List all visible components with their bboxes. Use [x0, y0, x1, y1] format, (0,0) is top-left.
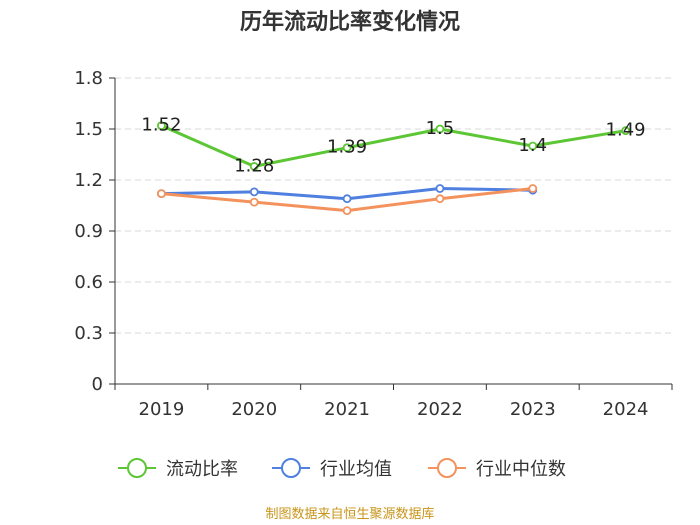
x-tick-label: 2019	[139, 399, 185, 420]
series-lines	[157, 121, 630, 216]
data-label: 1.28	[234, 155, 274, 176]
legend-label: 行业中位数	[476, 459, 566, 480]
legend-label: 行业均值	[320, 459, 392, 480]
data-point	[528, 184, 538, 193]
legend-label: 流动比率	[166, 459, 238, 480]
legend-item-2[interactable]: 行业均值	[272, 458, 392, 480]
data-label: 1.5	[426, 118, 455, 139]
y-tick-label: 1.2	[74, 170, 103, 191]
legend-marker	[281, 458, 301, 478]
data-point	[249, 161, 259, 171]
y-tick-label: 1.5	[74, 119, 103, 140]
data-labels: 1.52 1.28 1.39 1.5 1.4 1.49	[141, 115, 645, 177]
y-tick-label: 0	[92, 374, 103, 395]
data-label: 1.49	[606, 120, 646, 141]
x-tick-label: 2022	[417, 399, 463, 420]
legend-item-3[interactable]: 行业中位数	[428, 458, 566, 480]
data-point	[342, 194, 352, 204]
data-point	[249, 187, 259, 197]
source-note: 制图数据来自恒生聚源数据库	[265, 506, 434, 522]
data-label: 1.39	[327, 137, 367, 158]
data-point	[157, 121, 166, 130]
chart-title: 历年流动比率变化情况	[240, 9, 460, 35]
x-tick-label: 2024	[603, 399, 649, 420]
legend-item-1[interactable]: 流动比率	[118, 458, 238, 480]
data-point	[342, 143, 352, 153]
data-point	[435, 184, 445, 193]
x-tick-label: 2021	[324, 399, 370, 420]
series-line-1	[159, 124, 628, 168]
data-point	[435, 124, 445, 134]
x-tick-label: 2023	[510, 399, 556, 420]
legend-marker	[437, 458, 457, 478]
data-point	[435, 194, 445, 204]
legend[interactable]: 流动比率 行业均值 行业中位数	[118, 458, 566, 480]
y-tick-label: 0.9	[74, 221, 103, 242]
y-tick-label: 0.3	[74, 323, 103, 344]
data-point	[249, 197, 259, 207]
data-point	[157, 189, 166, 199]
data-label: 1.52	[141, 115, 181, 136]
data-point	[342, 206, 352, 216]
legend-marker	[127, 458, 147, 478]
grid-lines	[115, 77, 672, 334]
data-label: 1.4	[518, 135, 547, 156]
y-tick-label: 1.8	[74, 68, 103, 89]
x-tick-label: 2020	[231, 399, 277, 420]
data-point	[528, 141, 538, 151]
data-point	[621, 126, 630, 136]
y-tick-label: 0.6	[74, 272, 103, 293]
axes: 0 0.3 0.6 0.9 1.2 1.5 1.8 2019 2020 2021 2022 2023 2…	[74, 68, 673, 420]
